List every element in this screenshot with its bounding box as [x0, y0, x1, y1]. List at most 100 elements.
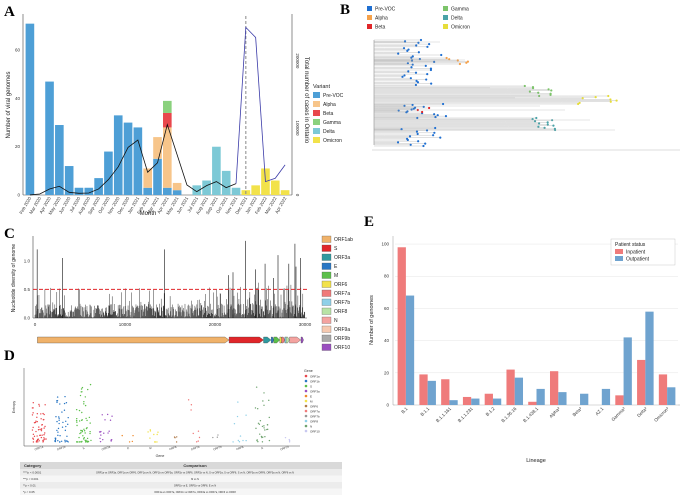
panel-c-xtick-label: 20000 [209, 322, 222, 327]
panel-d-legend-swatch-n [304, 424, 308, 428]
panel-a-bar-delta-nov-2021 [231, 187, 241, 195]
panel-d-point-s [79, 432, 81, 435]
panel-c-ytick-label: 1.0 [24, 258, 31, 263]
panel-b-tip-pre-voc [416, 81, 420, 84]
panel-a-y2tick-label: 200000 [295, 53, 300, 69]
panel-a-bar-delta-sep-2021 [212, 146, 221, 195]
panel-d-point-orf1a [42, 412, 44, 415]
panel-c-genome-map [37, 336, 304, 344]
panel-d-chart: ORF1a ORF1b S ORF3a E M ORF6 ORF7a ORF7b ORF8 N ORF… [12, 368, 342, 495]
panel-d-point-s [80, 388, 83, 390]
panel-d-point-orf1b [59, 441, 61, 443]
panel-b-tip-pre-voc [440, 53, 443, 57]
panel-d-point-s [83, 436, 85, 439]
panel-d-point-n [261, 425, 264, 428]
panel-e-bar-outpatient-delta [645, 311, 654, 405]
panel-c-gene-orf8 [285, 336, 290, 344]
panel-d-point-orf1a [36, 435, 38, 437]
panel-d-point-orf3a [99, 437, 101, 440]
panel-b-tip-pre-voc [400, 128, 403, 131]
panel-b-tip-pre-voc [406, 62, 410, 65]
panel-b-tip-beta [428, 106, 431, 110]
panel-a-legend-label: Gamma [323, 120, 341, 126]
panel-d-point-orf1a [44, 438, 46, 440]
panel-d-point-n [268, 439, 271, 442]
panel-c-legend-label: ORF8 [334, 309, 348, 315]
panel-c-legend-swatch-orf7a [321, 289, 332, 297]
panel-b-tip-omicron [594, 96, 597, 99]
panel-d-point-orf1a [36, 413, 39, 415]
panel-d-point-n [259, 433, 261, 435]
panel-d-point-orf3a [101, 414, 103, 416]
panel-b-tip-pre-voc [401, 75, 404, 78]
panel-d-point-orf1b [63, 402, 66, 405]
panel-e-xtick-label: B.1.36.16 [500, 406, 518, 424]
panel-e-bar-outpatient-beta [580, 393, 589, 405]
panel-a-legend-label: Delta [323, 129, 335, 135]
panel-d-point-orf3a [109, 419, 112, 421]
panel-a-legend-label: Alpha [323, 102, 336, 108]
panel-d-point-orf1a [32, 433, 35, 436]
panel-d-point-orf1a [43, 434, 45, 436]
panel-b-tip-omicron [578, 101, 581, 104]
panel-b-tip-pre-voc [405, 111, 408, 114]
panel-d-point-n [268, 416, 270, 419]
panel-e-bar-outpatient-omicron [667, 387, 676, 405]
panel-d-point-s [89, 383, 92, 386]
panel-d-point-m [147, 431, 149, 433]
panel-b-tip-pre-voc [439, 136, 442, 139]
panel-a-bar-pre-voc-feb-2020 [25, 23, 35, 195]
panel-a-bar-pre-voc-dec-2020 [123, 122, 133, 195]
panel-d-point-orf1b [61, 411, 63, 413]
panel-d-point-orf1a [38, 405, 41, 407]
panel-d-point-orf7a [187, 399, 190, 401]
panel-a-ytick-label: 20 [15, 144, 21, 149]
panel-a-y2label: Total number of cases in Ontario [303, 57, 309, 144]
panel-c-gene-orf7a [281, 336, 286, 344]
panel-d-point-orf6 [176, 436, 178, 438]
panel-a-bar-pre-voc-jul-2020 [74, 187, 84, 195]
panel-d-point-s [85, 417, 87, 420]
panel-b-tip-pre-voc [396, 141, 400, 144]
panel-e-xtick-label: B.1.2 [485, 406, 496, 417]
panel-d-point-s [76, 424, 78, 427]
panel-c-xtick-label: 10000 [119, 322, 132, 327]
panel-d-legend-swatch-orf7a [304, 409, 308, 413]
panel-e-xtick-label: B.1.1.161 [435, 406, 453, 424]
panel-d-xtick-label: ORF1b [56, 444, 66, 451]
panel-d-point-orf1b [63, 409, 66, 411]
panel-d-legend-label: M [310, 399, 313, 403]
panel-e-xtick-label: Omicron³ [653, 406, 670, 423]
panel-d-point-orf1a [32, 412, 34, 414]
panel-c-xtick-label: 30000 [299, 322, 312, 327]
panel-d-point-orf10 [288, 440, 291, 442]
panel-c-legend-swatch-orf1ab [321, 235, 332, 243]
panel-d-point-s [88, 416, 91, 419]
panel-d-point-orf8 [232, 441, 234, 443]
panel-d-point-n [254, 407, 257, 409]
panel-d-point-orf1a [40, 418, 42, 420]
panel-a-ytick-label: 40 [15, 96, 21, 101]
panel-a-bar-pre-voc-oct-2020 [104, 151, 113, 195]
panel-d-point-n [263, 404, 265, 406]
panel-d-point-s [89, 432, 91, 435]
panel-b-tip-pre-voc [433, 113, 436, 116]
panel-d-point-e [131, 440, 134, 443]
panel-a-legend-swatch-gamma [313, 119, 320, 125]
panel-c-gene-n [289, 336, 302, 344]
panel-d-point-orf1a [35, 441, 38, 443]
panel-b-legend-label: Alpha [375, 16, 388, 22]
panel-d-legend-label: ORF7a [310, 409, 320, 413]
panel-b-tip-beta [421, 110, 424, 114]
panel-e-bar-inpatient-b-1-1 [419, 374, 428, 405]
panel-c-legend: ORF1ab S ORF3a EM ORF6 ORF7a ORF7b ORF8 N ORF9a OR… [321, 235, 353, 351]
panel-d-point-s [75, 419, 78, 422]
panel-b-legend-swatch-alpha [367, 15, 372, 20]
panel-d-point-orf1b [58, 419, 60, 421]
panel-c-gene-orf3a [263, 336, 272, 344]
panel-b-tip-delta [552, 124, 555, 127]
panel-c-xtick-label: 0 [34, 322, 37, 327]
panel-b-tip-pre-voc [434, 126, 437, 130]
panel-b-tip-delta [537, 125, 540, 128]
panel-d-legend-swatch-e [304, 394, 308, 398]
